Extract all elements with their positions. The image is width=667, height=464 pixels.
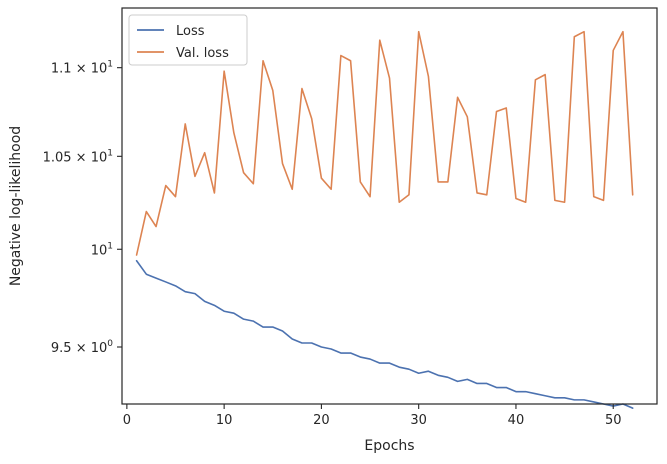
x-tick-label: 30 xyxy=(410,413,427,428)
x-tick-label: 20 xyxy=(313,413,330,428)
series-line-1 xyxy=(135,30,634,256)
y-tick-label: 1.05 × 101 xyxy=(43,148,113,165)
legend: Loss Val. loss xyxy=(128,14,248,66)
x-tick-label: 0 xyxy=(123,413,131,428)
y-tick-label: 1.1 × 101 xyxy=(51,60,113,77)
axes-border xyxy=(121,7,658,405)
y-tick-label: 9.5 × 100 xyxy=(51,339,113,356)
x-axis-ticks: 0 10 20 30 40 50 xyxy=(123,404,622,428)
y-tick-label: 101 xyxy=(91,241,113,258)
series-lines xyxy=(135,30,634,409)
x-tick-label: 40 xyxy=(508,413,525,428)
y-axis-ticks: 9.5 × 100 101 1.05 × 101 1.1 × 101 xyxy=(43,60,122,356)
y-axis-label: Negative log-likelihood xyxy=(8,126,24,286)
x-tick-label: 50 xyxy=(605,413,622,428)
legend-label: Val. loss xyxy=(176,46,229,61)
x-axis-label: Epochs xyxy=(364,438,414,454)
series-line-0 xyxy=(135,259,634,409)
legend-label: Loss xyxy=(176,24,205,39)
axes-frame xyxy=(121,7,658,405)
x-tick-label: 10 xyxy=(216,413,233,428)
